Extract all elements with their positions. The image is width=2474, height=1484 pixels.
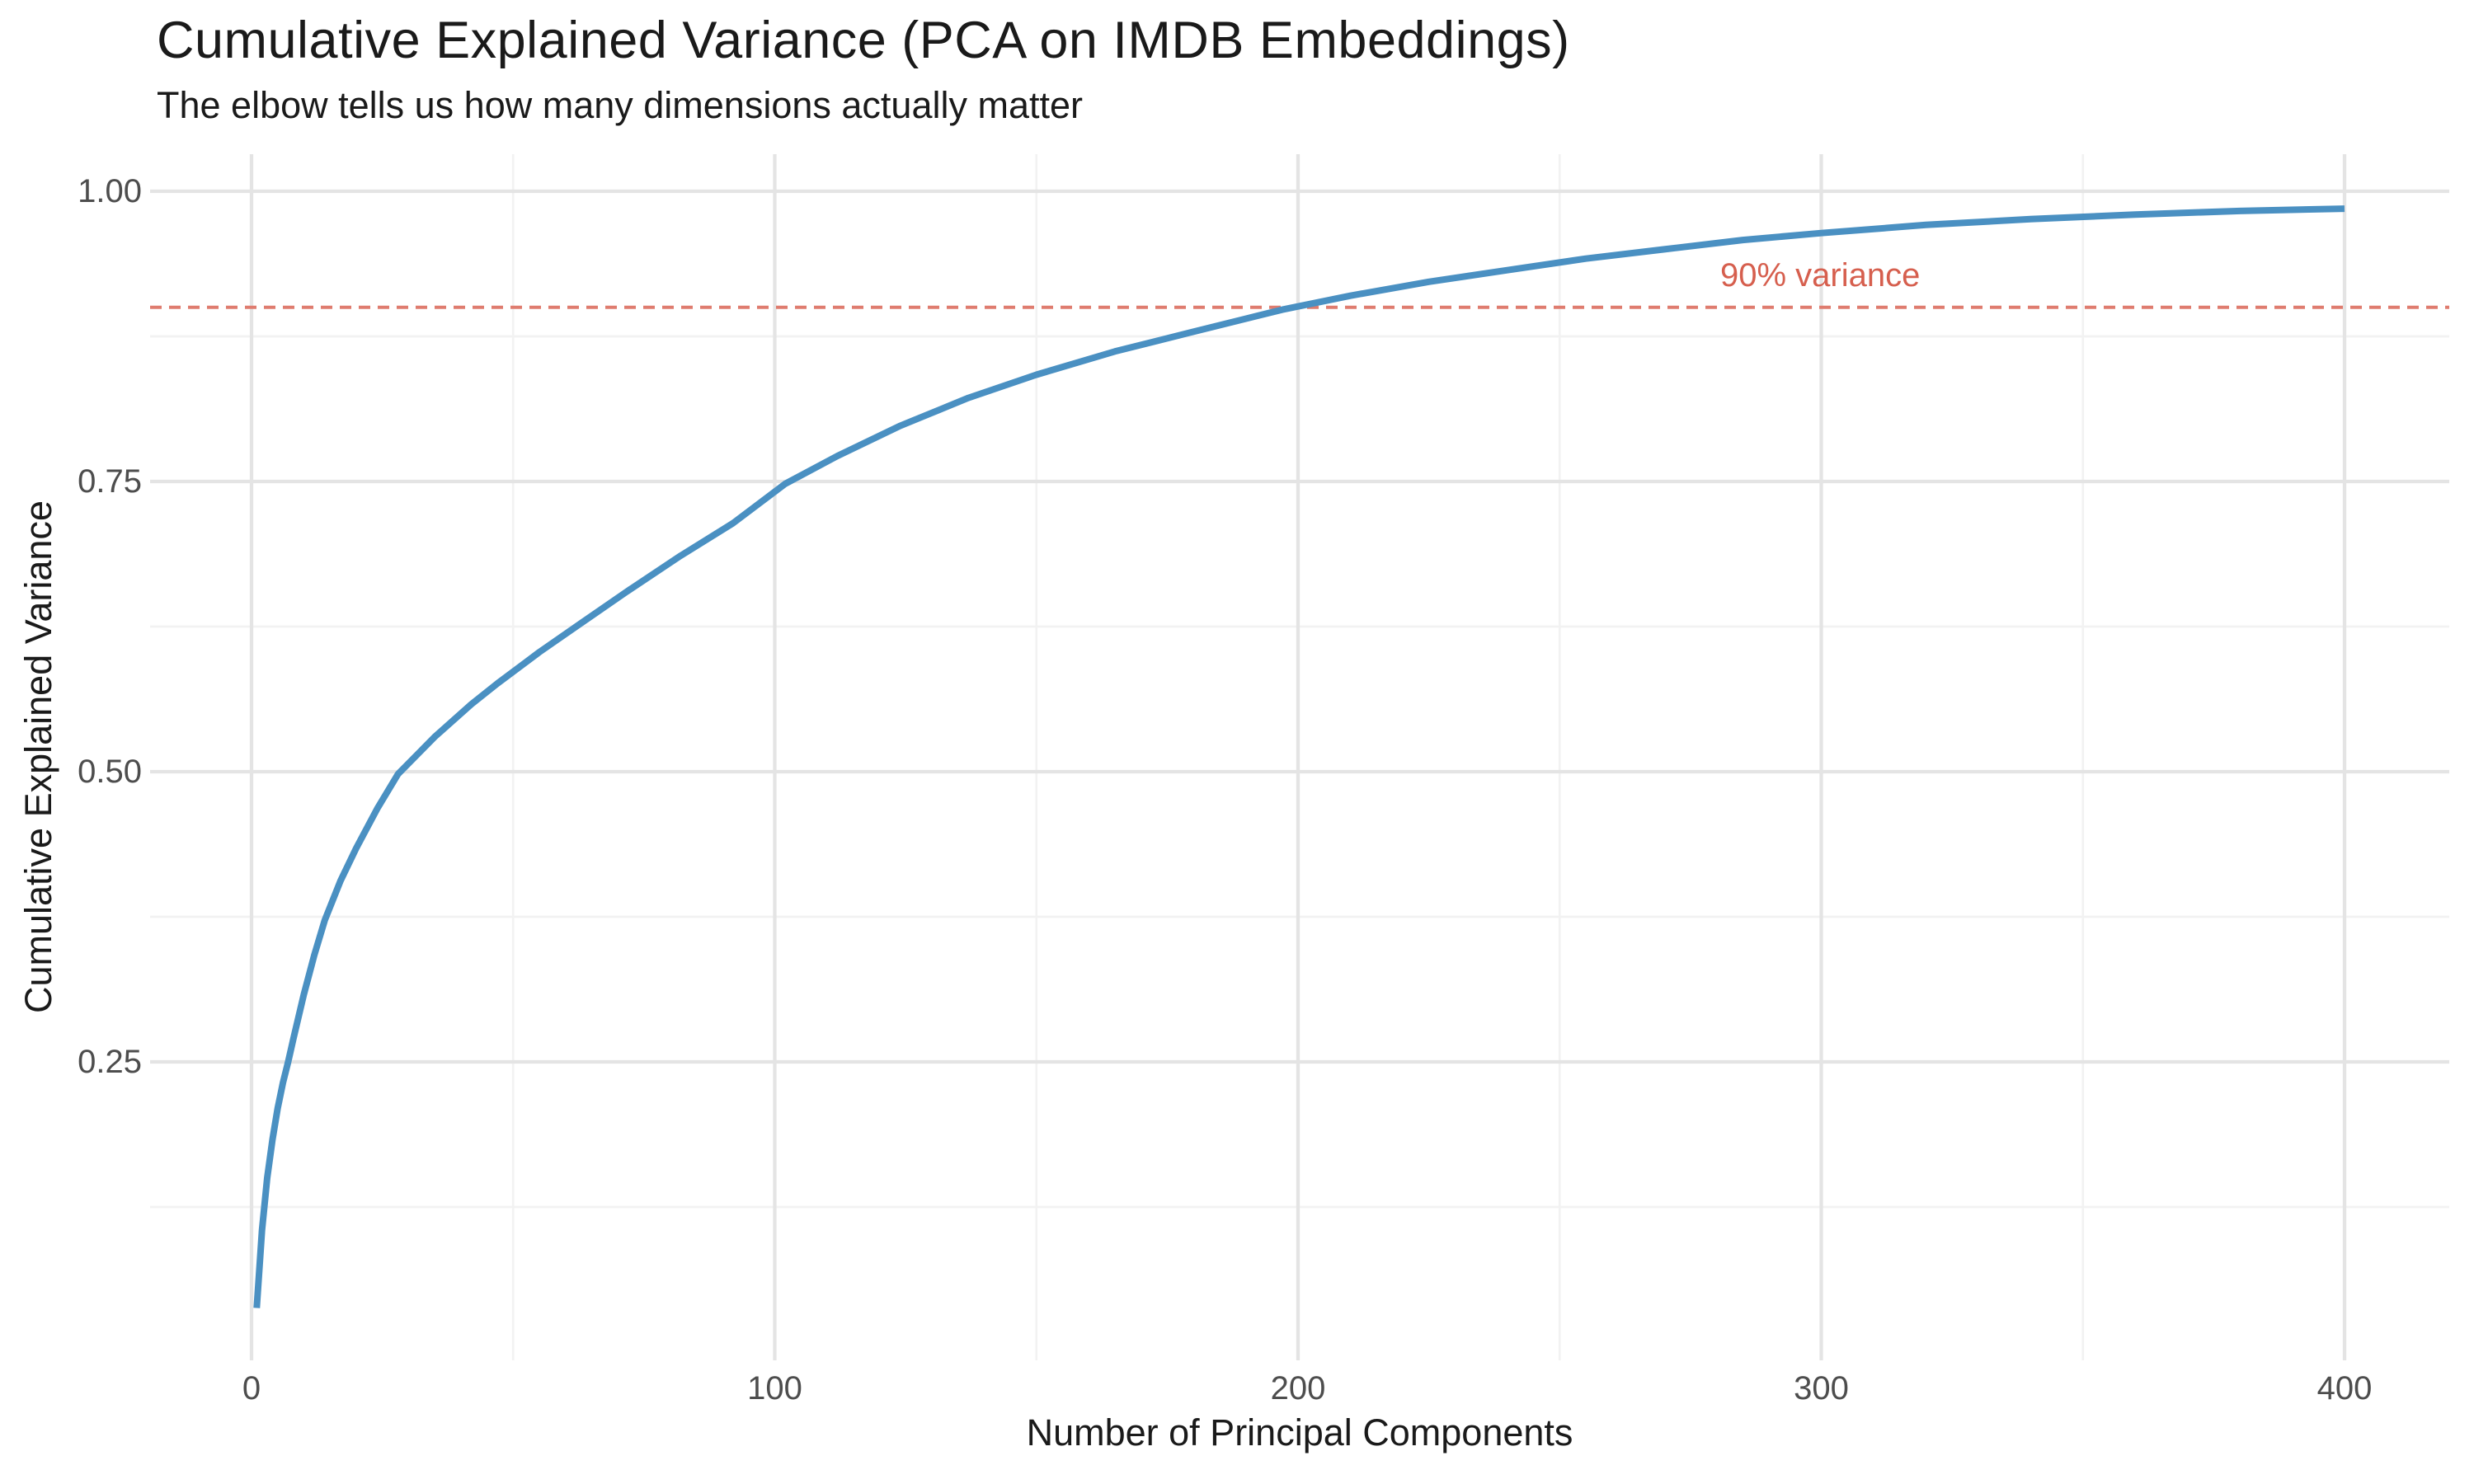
y-axis-title: Cumulative Explained Variance (17, 500, 59, 1014)
chart-subtitle: The elbow tells us how many dimensions a… (157, 84, 1084, 126)
x-tick-label: 100 (747, 1370, 802, 1407)
chart-title: Cumulative Explained Variance (PCA on IM… (157, 12, 1570, 69)
y-tick-label: 0.75 (78, 463, 142, 500)
x-tick-label: 0 (242, 1370, 261, 1407)
major-gridlines (150, 154, 2449, 1360)
y-tick-label: 1.00 (78, 173, 142, 209)
x-tick-label: 200 (1270, 1370, 1326, 1407)
cumulative-variance-curve (253, 205, 2345, 1308)
y-tick-label: 0.25 (78, 1044, 142, 1080)
threshold-label: 90% variance (1720, 257, 1921, 294)
y-tick-label: 0.50 (78, 754, 142, 790)
x-tick-label: 400 (2316, 1370, 2373, 1407)
x-axis-title: Number of Principal Components (1026, 1411, 1573, 1453)
x-tick-label: 300 (1794, 1370, 1849, 1407)
